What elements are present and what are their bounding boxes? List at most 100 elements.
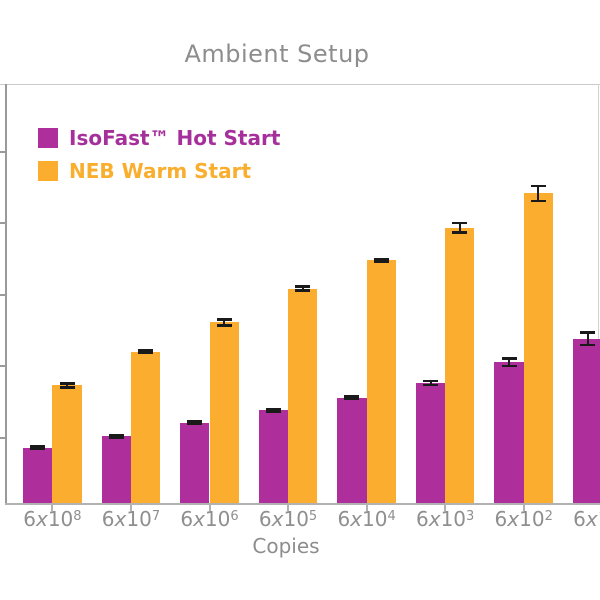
bar-isofast-6x10^1: [572, 338, 600, 504]
exponent: 2: [544, 509, 553, 524]
error-bar-stem: [508, 357, 511, 368]
error-bar-cap: [108, 433, 124, 437]
error-bar-cap: [295, 289, 311, 292]
error-bar-cap: [265, 410, 281, 413]
x-tick-label: 6x107: [101, 507, 161, 531]
bar-neb-6x10^5: [288, 288, 318, 504]
x-axis-tick: [208, 505, 211, 511]
error-bar-neb-6x10^5: [295, 285, 311, 292]
error-bar-cap: [138, 349, 154, 352]
bar-neb-6x10^4: [366, 260, 396, 504]
error-bar-neb-6x10^7: [138, 349, 154, 355]
times-x: x: [271, 507, 284, 531]
error-bar-isofast-6x10^2: [501, 357, 517, 368]
times-x: x: [585, 507, 598, 531]
times-x: x: [193, 507, 205, 531]
error-bar-cap: [501, 364, 517, 368]
x-tick-label: 6x103: [415, 507, 475, 531]
y-axis-tick: [0, 222, 6, 225]
exponent: 3: [466, 509, 475, 524]
x-axis-tick: [287, 505, 290, 511]
error-bar-cap: [138, 351, 154, 355]
error-bar-cap: [344, 395, 360, 398]
exponent: 7: [151, 509, 161, 524]
error-bar-neb-6x10^3: [452, 221, 468, 234]
times-x: x: [35, 507, 48, 531]
x-tick-label: 6x102: [494, 507, 553, 531]
error-bar-neb-6x10^2: [530, 184, 546, 203]
exponent: 6: [230, 509, 239, 524]
bar-neb-6x10^8: [52, 385, 82, 504]
isofast-swatch-icon: [38, 128, 58, 148]
y-axis-line: [5, 84, 7, 504]
x-axis-line: [5, 503, 600, 505]
error-bar-isofast-6x10^7: [108, 433, 124, 439]
x-axis-title: Copies: [252, 534, 320, 558]
y-axis-tick: [0, 437, 6, 439]
error-bar-cap: [530, 199, 546, 203]
error-bar-isofast-6x10^3: [423, 379, 438, 387]
x-tick-label: 6x104: [337, 507, 396, 531]
plot-top-border: [0, 84, 600, 85]
error-bar-stem: [301, 285, 304, 292]
x-tick-label: 6x101: [573, 507, 600, 531]
error-bar-isofast-6x10^6: [187, 420, 203, 426]
y-axis-tick: [0, 365, 6, 368]
bar-neb-6x10^2: [523, 193, 553, 504]
error-bar-stem: [66, 382, 69, 389]
chart-title: Ambient Setup: [184, 40, 370, 68]
error-bar-isofast-6x10^1: [580, 331, 596, 347]
error-bar-stem: [223, 318, 226, 327]
error-bar-stem: [537, 184, 540, 203]
error-bar-cap: [580, 343, 596, 347]
error-bar-cap: [452, 231, 468, 234]
error-bar-cap: [295, 285, 311, 288]
x-axis-tick: [522, 505, 525, 511]
error-bar-cap: [530, 184, 546, 188]
error-bar-cap: [30, 445, 46, 448]
bar-isofast-6x10^7: [101, 436, 131, 504]
bar-isofast-6x10^8: [23, 447, 53, 504]
neb-swatch-icon: [38, 161, 58, 181]
error-bar-cap: [452, 221, 468, 225]
y-axis-tick: [0, 150, 6, 153]
x-axis-tick: [51, 505, 54, 511]
error-bar-stem: [586, 331, 589, 347]
legend-item-isofast: IsoFast™ Hot Start: [38, 126, 280, 150]
error-bar-cap: [423, 379, 438, 383]
bar-neb-6x10^6: [209, 322, 239, 504]
x-tick-label: 6x106: [180, 507, 239, 531]
x-tick-label: 6x108: [23, 507, 82, 531]
x-axis-tick: [129, 505, 132, 511]
error-bar-cap: [59, 382, 75, 385]
error-bar-cap: [373, 257, 389, 261]
error-bar-isofast-6x10^8: [30, 445, 46, 451]
error-bar-cap: [59, 386, 75, 389]
times-x: x: [507, 507, 520, 531]
error-bar-stem: [429, 379, 432, 387]
bar-isofast-6x10^3: [415, 383, 446, 504]
x-axis-tick: [365, 505, 368, 511]
legend-item-neb: NEB Warm Start: [38, 159, 280, 183]
x-tick-label: 6x105: [258, 507, 318, 531]
error-bar-cap: [216, 318, 232, 321]
error-bar-isofast-6x10^4: [344, 395, 360, 401]
error-bar-stem: [458, 221, 461, 234]
error-bar-cap: [423, 383, 438, 387]
error-bar-cap: [216, 324, 232, 327]
exponent: 4: [387, 509, 396, 524]
legend-label-isofast: IsoFast™ Hot Start: [69, 126, 281, 150]
bar-isofast-6x10^4: [337, 397, 367, 504]
bar-neb-6x10^3: [445, 227, 475, 504]
error-bar-cap: [108, 436, 124, 439]
error-bar-neb-6x10^4: [373, 257, 389, 263]
y-axis-tick: [0, 293, 6, 296]
error-bar-cap: [265, 407, 281, 411]
bar-isofast-6x10^6: [180, 422, 210, 504]
error-bar-cap: [187, 420, 203, 423]
times-x: x: [428, 507, 441, 531]
legend-label-neb: NEB Warm Start: [69, 159, 252, 183]
times-x: x: [350, 507, 363, 531]
error-bar-cap: [580, 331, 596, 334]
